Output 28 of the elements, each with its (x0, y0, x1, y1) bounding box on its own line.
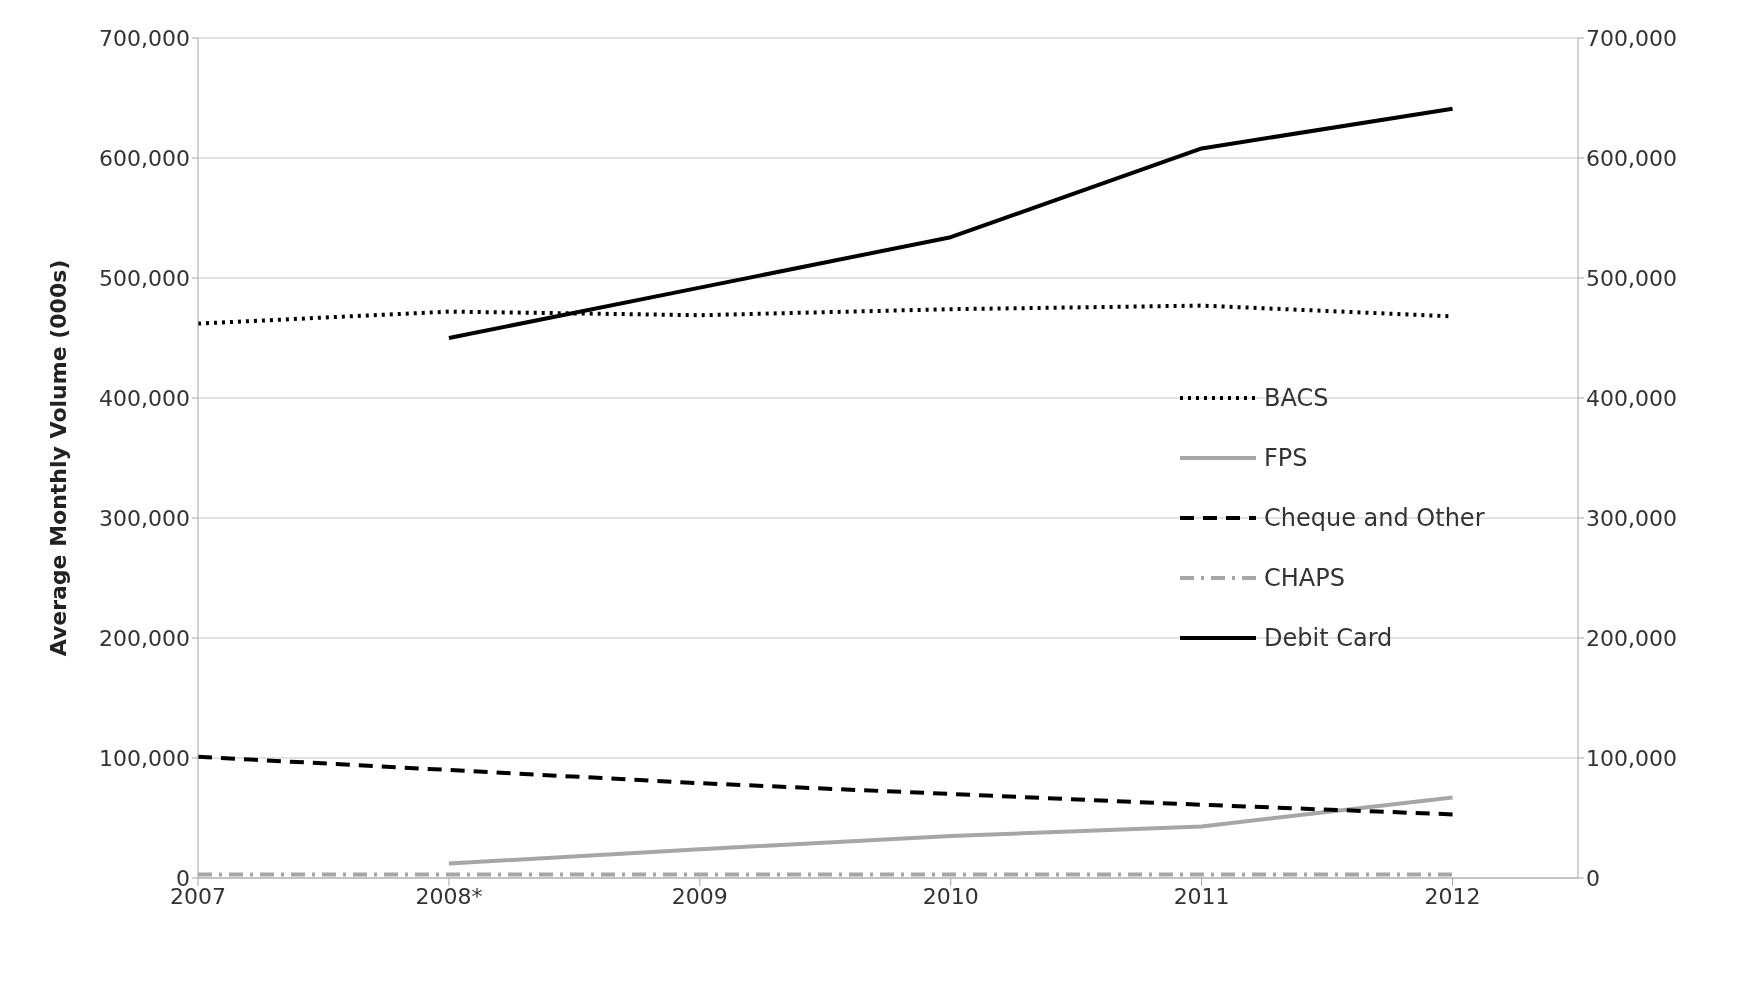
y2-tick-label: 200,000 (1586, 625, 1677, 651)
line-series (198, 754, 1455, 817)
y2-tick-label: 600,000 (1586, 145, 1677, 171)
x-tick-label: 2012 (1424, 883, 1481, 909)
x-tick-label: 2008* (415, 883, 483, 909)
y-tick-label: 600,000 (99, 145, 190, 171)
y2-tick-label: 100,000 (1586, 745, 1677, 771)
line-series (446, 795, 1455, 866)
y2-tick-label: 0 (1586, 865, 1600, 891)
y-tick-label: 200,000 (99, 625, 190, 651)
y2-tick-label: 500,000 (1586, 265, 1677, 291)
y-tick-label: 400,000 (99, 385, 190, 411)
legend-label: Cheque and Other (1264, 504, 1485, 532)
y-axis-title: Average Monthly Volume (000s) (45, 259, 71, 657)
x-tick-label: 2010 (922, 883, 979, 909)
y2-tick-label: 400,000 (1586, 385, 1677, 411)
legend-label: Debit Card (1264, 624, 1393, 652)
y2-tick-label: 300,000 (1586, 505, 1677, 531)
y-tick-label: 700,000 (99, 25, 190, 51)
x-tick-label: 2009 (671, 883, 728, 909)
legend-label: FPS (1264, 444, 1308, 472)
y-tick-label: 300,000 (99, 505, 190, 531)
x-tick-label: 2011 (1173, 883, 1230, 909)
legend-label: CHAPS (1264, 564, 1345, 592)
legend-label: BACS (1264, 384, 1329, 412)
y-tick-label: 100,000 (99, 745, 190, 771)
y2-tick-label: 700,000 (1586, 25, 1677, 51)
y-tick-label: 500,000 (99, 265, 190, 291)
